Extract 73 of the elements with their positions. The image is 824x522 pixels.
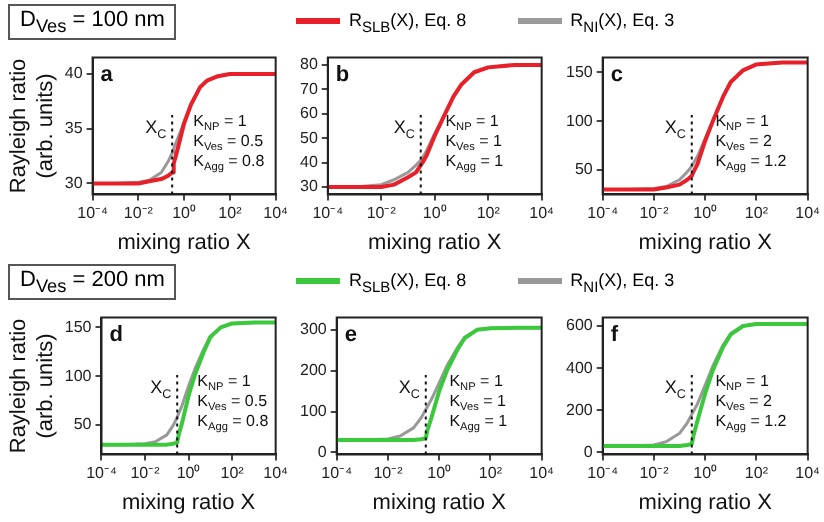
x-tick-label: 10²: [478, 464, 503, 483]
y-tick-label: 150: [64, 317, 93, 336]
y-tick-label: 80: [299, 55, 319, 74]
x-tick-label: 10²: [744, 464, 769, 483]
y-tick-label: 40: [64, 64, 84, 83]
y-tick-label: 300: [299, 320, 328, 339]
y-tick-label: 150: [565, 62, 594, 81]
y-tick-label: 600: [565, 316, 594, 335]
x-tick-label: 10⁻⁴: [312, 204, 345, 223]
y-tick-label: 30: [299, 177, 319, 196]
x-tick-label: 10⁻²: [639, 464, 670, 483]
x-axis-title: mixing ratio X: [372, 490, 508, 515]
annotation: b: [335, 62, 350, 87]
annotation: f: [610, 322, 619, 347]
x-axis-title: mixing ratio X: [117, 230, 253, 255]
annotation: c: [610, 62, 623, 87]
x-tick-label: 10⁻²: [130, 464, 161, 483]
x-tick-label: 10²: [218, 204, 243, 223]
x-tick-label: 10⁻²: [373, 464, 404, 483]
y-tick-label: 50: [73, 415, 93, 434]
y-tick-label: 200: [299, 361, 328, 380]
x-tick-label: 10⁻⁴: [587, 464, 620, 483]
y-axis-title: Rayleigh ratio (arb. units): [7, 58, 58, 194]
annotation: e: [344, 322, 357, 347]
x-tick-label: 10⁻⁴: [321, 464, 354, 483]
x-tick-label: 10⁻²: [366, 204, 397, 223]
chart-title: D$_{Ves}$ = 100 nm: [8, 3, 177, 41]
y-tick-label: 0: [583, 442, 594, 461]
y-tick-label: 50: [299, 128, 319, 147]
x-tick-label: 10²: [744, 204, 769, 223]
x-axis-title: mixing ratio X: [638, 230, 774, 255]
x-tick-label: 10²: [476, 204, 501, 223]
legend-label: R$_{NI}$(X), Eq. 3: [570, 269, 675, 295]
annotation: a: [100, 62, 115, 87]
y-axis-title: Rayleigh ratio (arb. units): [7, 318, 58, 454]
y-tick-label: 60: [299, 104, 319, 123]
x-tick-label: 10⁴: [795, 204, 822, 223]
legend-label: R$_{SLB}$(X), Eq. 8: [348, 9, 467, 35]
y-tick-label: 100: [64, 366, 93, 385]
x-tick-label: 10⁴: [263, 464, 290, 483]
y-tick-label: 100: [299, 401, 328, 420]
chart-title: D$_{Ves}$ = 200 nm: [8, 263, 177, 301]
x-tick-label: 10⁴: [529, 464, 556, 483]
y-tick-label: 400: [565, 358, 594, 377]
y-tick-label: 0: [317, 442, 328, 461]
annotation: d: [109, 322, 123, 347]
x-tick-label: 10⁰: [422, 204, 447, 223]
y-tick-label: 100: [565, 111, 594, 130]
x-tick-label: 10⁰: [693, 464, 718, 483]
x-tick-label: 10⁻²: [639, 204, 670, 223]
x-tick-label: 10⁴: [795, 464, 822, 483]
legend-label: R$_{SLB}$(X), Eq. 8: [348, 269, 467, 295]
y-tick-label: 30: [64, 173, 84, 192]
y-tick-label: 50: [574, 160, 594, 179]
y-tick-label: 35: [64, 119, 84, 138]
x-tick-label: 10⁰: [427, 464, 452, 483]
x-axis-title: mixing ratio X: [638, 490, 774, 515]
x-tick-label: 10⁰: [172, 204, 197, 223]
x-tick-label: 10⁰: [693, 204, 718, 223]
x-tick-label: 10⁴: [263, 204, 290, 223]
x-axis-title: mixing ratio X: [368, 230, 503, 255]
x-tick-label: 10⁻⁴: [77, 204, 110, 223]
x-tick-label: 10⁻⁴: [86, 464, 118, 483]
x-tick-label: 10⁻²: [123, 204, 154, 223]
x-tick-label: 10⁰: [176, 464, 201, 483]
x-tick-label: 10²: [220, 464, 245, 483]
y-tick-label: 40: [299, 153, 319, 172]
x-tick-label: 10⁻⁴: [587, 204, 620, 223]
legend-label: R$_{NI}$(X), Eq. 3: [570, 9, 675, 35]
y-tick-label: 70: [299, 79, 319, 98]
y-tick-label: 200: [565, 400, 594, 419]
x-tick-label: 10⁴: [529, 204, 556, 223]
x-axis-title: mixing ratio X: [121, 490, 257, 515]
